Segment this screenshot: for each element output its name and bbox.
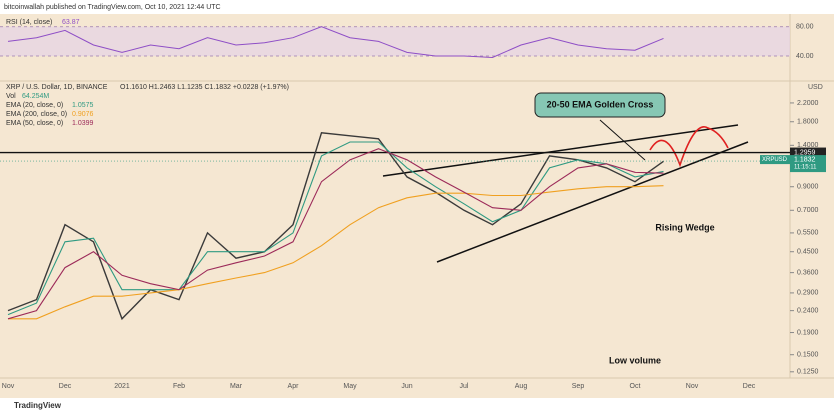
last-price-label: 1.1832 xyxy=(794,156,816,163)
legend-label: EMA (20, close, 0) xyxy=(6,102,63,109)
ohlc: O1.1610 H1.2463 L1.1235 C1.1832 +0.0228 … xyxy=(120,84,289,91)
x-tick-label: Oct xyxy=(630,383,641,390)
ema-line xyxy=(7,141,664,316)
x-tick-label: Apr xyxy=(288,383,300,390)
y-tick-label: 0.4500 xyxy=(797,249,819,256)
last-price-time: 11:15:11 xyxy=(794,165,817,171)
x-tick-label: 2021 xyxy=(114,383,130,390)
currency: USD xyxy=(808,84,823,91)
x-tick-label: Feb xyxy=(173,383,185,390)
annotation: Rising Wedge xyxy=(655,222,714,232)
footer: TradingView xyxy=(14,401,62,410)
y-tick-label: 0.5500 xyxy=(797,230,819,237)
x-tick-label: Aug xyxy=(515,383,528,390)
y-tick-label: 0.7000 xyxy=(797,207,819,214)
ema-line xyxy=(7,148,664,320)
callout-pointer xyxy=(599,119,646,161)
header: bitcoinwallah published on TradingView.c… xyxy=(4,4,221,11)
x-tick-label: Nov xyxy=(2,383,15,390)
y-tick-label: 0.1250 xyxy=(797,369,819,376)
volume-label: Vol xyxy=(6,93,16,100)
y-tick-label: 1.8000 xyxy=(797,119,819,126)
rsi-tick-label: 80.00 xyxy=(796,24,814,31)
footer-bar xyxy=(0,398,834,413)
legend-label: EMA (50, close, 0) xyxy=(6,120,63,127)
y-tick-label: 0.2900 xyxy=(797,290,819,297)
x-tick-label: Dec xyxy=(743,383,756,390)
annotation: 20-50 EMA Golden Cross xyxy=(547,99,654,109)
x-tick-label: Dec xyxy=(59,383,72,390)
callout-box xyxy=(534,92,666,118)
ema-line xyxy=(8,185,664,320)
y-tick-label: 0.2400 xyxy=(797,307,819,314)
legend-label: EMA (200, close, 0) xyxy=(6,111,67,118)
y-tick-label: 0.9000 xyxy=(797,184,819,191)
volume-value: 64.254M xyxy=(22,93,49,100)
y-tick-label: 2.2000 xyxy=(797,100,819,107)
projection xyxy=(649,126,729,168)
header-bar xyxy=(0,0,834,14)
legend-value: 0.9076 xyxy=(72,111,94,118)
symbol-tag-label: XRPUSD xyxy=(762,157,788,163)
level-tag xyxy=(790,147,826,158)
legend-value: 1.0575 xyxy=(72,102,94,109)
x-tick-label: Nov xyxy=(686,383,699,390)
price-line xyxy=(7,132,664,321)
level-label: 1.2959 xyxy=(794,149,816,156)
x-tick-label: Jul xyxy=(460,383,469,390)
x-tick-label: May xyxy=(343,383,357,390)
rsi-name: RSI (14, close) xyxy=(6,19,52,26)
x-tick-label: Jun xyxy=(401,383,412,390)
last-price-tag xyxy=(790,155,826,173)
y-tick-label: 1.4000 xyxy=(797,142,819,149)
symbol: XRP / U.S. Dollar, 1D, BINANCE xyxy=(6,84,108,91)
x-tick-label: Mar xyxy=(230,383,243,390)
y-tick-label: 0.3600 xyxy=(797,269,819,276)
wedge-lower xyxy=(436,141,749,263)
rsi-tick-label: 40.00 xyxy=(796,53,814,60)
legend-value: 1.0399 xyxy=(72,120,94,127)
y-tick-label: 0.1500 xyxy=(797,352,819,359)
x-tick-label: Sep xyxy=(572,383,585,390)
symbol-tag xyxy=(760,155,790,165)
y-tick-label: 0.1900 xyxy=(797,329,819,336)
rsi-line xyxy=(7,26,664,59)
wedge-upper xyxy=(382,124,739,177)
rsi-band xyxy=(0,26,790,57)
annotation: Low volume xyxy=(609,355,661,365)
rsi-value: 63.87 xyxy=(62,19,80,26)
